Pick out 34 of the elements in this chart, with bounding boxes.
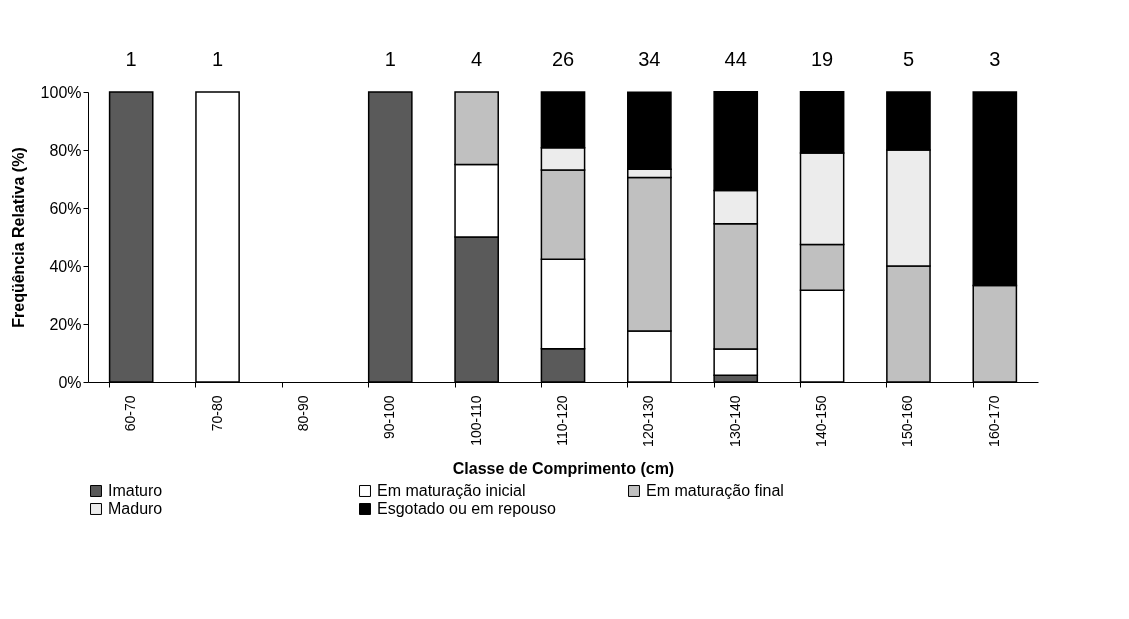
annotation: 34 xyxy=(638,48,661,70)
annotation: 26 xyxy=(551,48,575,70)
legend-label: Em maturação final xyxy=(646,482,784,499)
y-axis-title: Freqüência Relativa (%) xyxy=(9,147,27,328)
x-tick-label: 60-70 xyxy=(122,395,139,432)
legend-label: Em maturação inicial xyxy=(377,482,526,499)
x-tick-label: 120-130 xyxy=(640,395,657,447)
annotation: 5 xyxy=(902,48,915,70)
legend-label: Maduro xyxy=(108,500,163,517)
y-tick-label: 40% xyxy=(49,257,82,275)
annotation: 19 xyxy=(810,48,834,70)
y-tick-label: 100% xyxy=(40,83,82,101)
x-tick-label: 100-110 xyxy=(467,395,484,446)
x-tick-label: 150-160 xyxy=(899,395,916,447)
x-tick-label: 90-100 xyxy=(381,395,398,440)
x-tick-label: 140-150 xyxy=(813,395,830,447)
y-tick-label: 20% xyxy=(49,315,82,333)
x-tick-label: 160-170 xyxy=(985,395,1002,447)
y-tick-label: 80% xyxy=(49,141,82,159)
y-tick-label: 0% xyxy=(58,373,82,391)
annotation: 4 xyxy=(471,48,483,70)
x-axis-title: Classe de Comprimento (cm) xyxy=(452,459,675,477)
legend-label: Esgotado ou em repouso xyxy=(377,500,556,517)
annotation: 1 xyxy=(125,48,137,70)
y-tick-label: 60% xyxy=(49,199,82,217)
x-tick-label: 110-120 xyxy=(554,395,570,446)
annotation: 3 xyxy=(989,48,1001,70)
x-tick-label: 70-80 xyxy=(208,395,225,432)
x-tick-label: 130-140 xyxy=(726,395,743,447)
legend-label: Imaturo xyxy=(108,482,163,499)
x-tick-label: 80-90 xyxy=(294,395,311,432)
annotation: 1 xyxy=(211,48,224,70)
annotation: 1 xyxy=(384,48,396,70)
annotation: 44 xyxy=(724,48,747,70)
